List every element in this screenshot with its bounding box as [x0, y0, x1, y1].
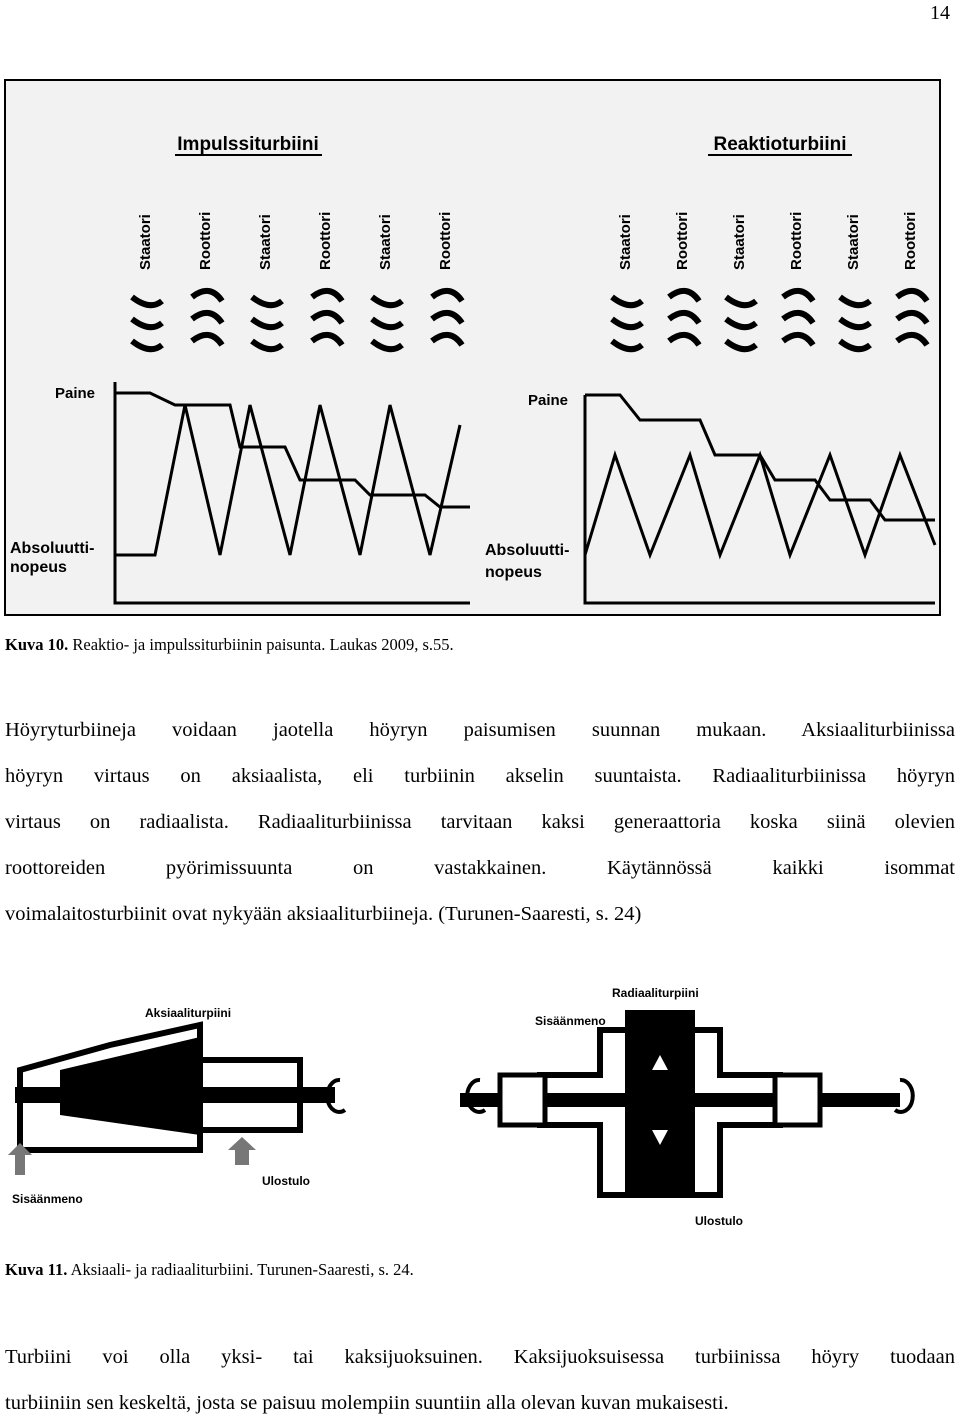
caption: Kuva 11. Aksiaali- ja radiaaliturbiini. … [5, 1260, 414, 1280]
blade [430, 310, 465, 325]
caption-label: Kuva 10. [5, 635, 69, 654]
blade [781, 332, 816, 347]
blade [130, 338, 164, 353]
blade [430, 288, 465, 303]
blade [781, 310, 816, 325]
figure-label: Sisäänmeno [12, 1192, 83, 1206]
blade [430, 332, 465, 347]
blade [667, 310, 702, 325]
axis-label: Paine [55, 385, 95, 402]
axis-label: nopeus [485, 564, 542, 581]
blade [610, 294, 644, 309]
blade-label: Staatori [845, 214, 862, 270]
caption-label: Kuva 11. [5, 1260, 68, 1279]
blade [250, 316, 284, 331]
text-line: turbiiniin sen keskeltä, josta se paisuu… [5, 1392, 729, 1414]
blade-label: Roottori [788, 212, 805, 270]
blade [724, 316, 758, 331]
blade [838, 294, 872, 309]
blade-label: Roottori [674, 212, 691, 270]
blade [838, 316, 872, 331]
figure-label: Radiaaliturpiini [612, 986, 699, 1000]
blade-label: Staatori [137, 214, 154, 270]
blade [370, 294, 404, 309]
blade [667, 288, 702, 303]
blade [130, 294, 164, 309]
blade-label: Staatori [731, 214, 748, 270]
blade [370, 316, 404, 331]
page-number: 14 [930, 2, 950, 24]
figure-turbines: Aksiaaliturpiini Sisäänmeno Ulostulo Rad… [8, 986, 915, 1228]
blade [610, 316, 644, 331]
blade [724, 338, 758, 353]
blade [130, 316, 164, 331]
blade [310, 288, 345, 303]
text-line: Turbiini voi olla yksi- tai kaksijuoksui… [5, 1346, 955, 1368]
blade-label: Roottori [437, 212, 454, 270]
figure-expansion: Impulssiturbiini Reaktioturbiini Paine P… [4, 79, 941, 616]
blade [667, 332, 702, 347]
blade [310, 310, 345, 325]
blade-label: Roottori [902, 212, 919, 270]
blade [250, 338, 284, 353]
caption-text: Aksiaali- ja radiaaliturbiini. Turunen-S… [70, 1260, 414, 1279]
blade [838, 338, 872, 353]
blade [310, 332, 345, 347]
figure-title: Reaktioturbiini [713, 134, 846, 155]
blade-label: Roottori [197, 212, 214, 270]
paragraph: Turbiini voi olla yksi- tai kaksijuoksui… [5, 1334, 955, 1426]
blade-label: Staatori [617, 214, 634, 270]
text-line: virtaus on radiaalista. Radiaaliturbiini… [5, 811, 955, 833]
turbine-drawings [8, 1010, 915, 1198]
axis-label: Absoluutti- [485, 542, 569, 559]
blade [781, 288, 816, 303]
blade [370, 338, 404, 353]
text-line: Höyryturbiineja voidaan jaotella höyryn … [5, 719, 955, 741]
blade [895, 288, 930, 303]
blade [724, 294, 758, 309]
paragraph: Höyryturbiineja voidaan jaotella höyryn … [5, 707, 955, 937]
blade [250, 294, 284, 309]
blade-label: Staatori [257, 214, 274, 270]
figure-label: Aksiaaliturpiini [145, 1006, 231, 1020]
text-line: roottoreiden pyörimissuunta on vastakkai… [5, 857, 955, 879]
caption: Kuva 10. Reaktio- ja impulssiturbiinin p… [5, 635, 454, 655]
blade [610, 338, 644, 353]
text-line: höyryn virtaus on aksiaalista, eli turbi… [5, 765, 955, 787]
blade-label: Staatori [377, 214, 394, 270]
figure-label: Ulostulo [695, 1214, 743, 1228]
figure-title: Impulssiturbiini [177, 134, 318, 155]
figure-label: Ulostulo [262, 1174, 310, 1188]
blade [895, 310, 930, 325]
diagram-lines [113, 382, 937, 605]
caption-text: Reaktio- ja impulssiturbiinin paisunta. … [72, 635, 454, 654]
blade [895, 332, 930, 347]
axis-label: Absoluutti- [10, 540, 94, 557]
blade [190, 332, 225, 347]
blade [190, 288, 225, 303]
text-line: voimalaitosturbiinit ovat nykyään aksiaa… [5, 903, 642, 925]
blade [190, 310, 225, 325]
blade-label: Roottori [317, 212, 334, 270]
figure-label: Sisäänmeno [535, 1014, 606, 1028]
axis-label: Paine [528, 392, 568, 409]
axis-label: nopeus [10, 559, 67, 576]
